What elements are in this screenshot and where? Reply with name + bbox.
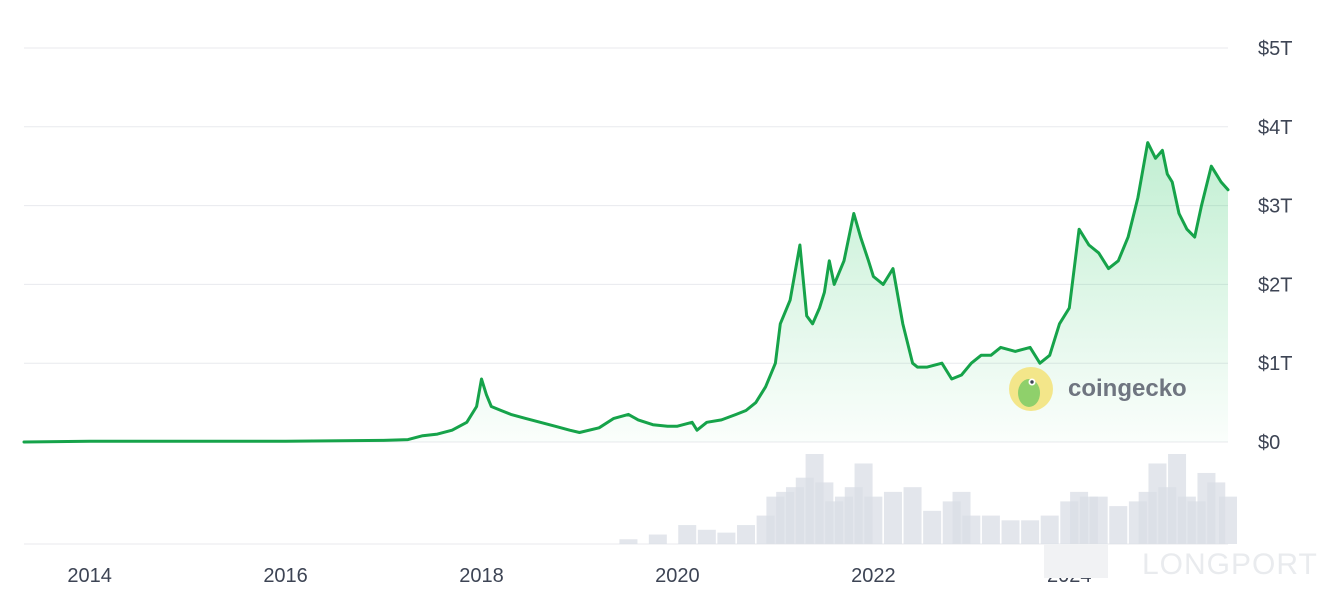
volume-bar — [717, 532, 736, 544]
longport-watermark: LONGPORT — [1044, 544, 1318, 581]
grid-lines — [24, 47, 1228, 545]
x-tick-label: 2020 — [655, 565, 700, 587]
volume-bar — [678, 525, 697, 544]
y-tick-label: $5T — [1258, 38, 1292, 60]
coingecko-wordmark: coingecko — [1068, 375, 1187, 402]
volume-bar — [697, 529, 716, 544]
volume-bar — [1219, 496, 1237, 544]
y-tick-label: $2T — [1258, 274, 1292, 296]
longport-logo-icon — [1044, 544, 1108, 578]
y-axis-ticks: $0 $1T $2T $3T $4T $5T — [1258, 38, 1292, 454]
volume-bar — [962, 515, 981, 544]
gecko-body-icon — [1018, 379, 1040, 407]
volume-bar — [1021, 520, 1040, 544]
y-tick-label: $4T — [1258, 117, 1292, 139]
volume-bar — [923, 510, 942, 544]
series-area — [22, 141, 1230, 444]
volume-bar — [1109, 506, 1128, 544]
longport-wordmark: LONGPORT — [1142, 548, 1318, 581]
volume-bar — [1001, 520, 1020, 544]
volume-bar — [1089, 496, 1108, 544]
y-tick-label: $1T — [1258, 353, 1292, 375]
volume-bar — [864, 496, 883, 544]
x-tick-label: 2014 — [67, 565, 112, 587]
y-tick-label: $0 — [1258, 432, 1280, 454]
x-tick-label: 2018 — [459, 565, 504, 587]
volume-bar — [883, 491, 902, 544]
volume-bar — [619, 539, 638, 544]
volume-bar — [981, 515, 1000, 544]
x-tick-label: 2016 — [263, 565, 308, 587]
market-cap-line — [22, 141, 1230, 444]
coingecko-watermark: coingecko — [1009, 367, 1187, 411]
volume-bar — [737, 525, 756, 544]
volume-bar — [1040, 515, 1059, 544]
x-tick-label: 2022 — [851, 565, 896, 587]
x-axis-ticks: 201420162018202020222024 — [67, 565, 1091, 587]
y-tick-label: $3T — [1258, 196, 1292, 218]
volume-bars — [619, 454, 1237, 544]
volume-bar — [903, 487, 922, 544]
volume-bar — [648, 534, 667, 544]
